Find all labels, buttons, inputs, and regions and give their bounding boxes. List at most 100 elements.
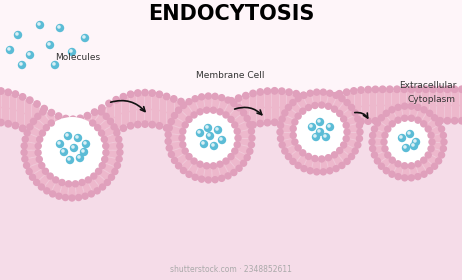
Circle shape <box>236 105 242 111</box>
Circle shape <box>22 136 28 142</box>
Circle shape <box>232 122 238 128</box>
Circle shape <box>315 125 321 132</box>
Circle shape <box>421 171 427 177</box>
Circle shape <box>271 88 278 94</box>
Circle shape <box>51 62 59 69</box>
Circle shape <box>19 94 26 100</box>
Circle shape <box>116 136 122 142</box>
Polygon shape <box>24 112 120 198</box>
Circle shape <box>307 125 314 131</box>
Circle shape <box>48 109 55 116</box>
Circle shape <box>27 129 33 135</box>
Circle shape <box>170 127 177 134</box>
Circle shape <box>257 89 263 95</box>
Circle shape <box>112 169 118 174</box>
Text: Membrane Cell: Membrane Cell <box>196 71 264 80</box>
Circle shape <box>171 113 177 118</box>
Circle shape <box>337 111 343 116</box>
Circle shape <box>214 134 220 141</box>
Circle shape <box>142 121 148 127</box>
Circle shape <box>327 90 333 96</box>
Circle shape <box>212 144 214 146</box>
Circle shape <box>219 95 225 101</box>
Circle shape <box>228 116 234 122</box>
Circle shape <box>16 33 18 35</box>
Circle shape <box>6 46 13 53</box>
Circle shape <box>204 163 210 169</box>
Circle shape <box>408 103 414 109</box>
Text: shutterstock.com · 2348852611: shutterstock.com · 2348852611 <box>170 265 292 274</box>
Circle shape <box>370 132 376 138</box>
Circle shape <box>344 100 350 106</box>
Circle shape <box>103 150 109 156</box>
Polygon shape <box>206 100 214 136</box>
Circle shape <box>365 87 371 93</box>
Circle shape <box>307 90 313 96</box>
Circle shape <box>444 86 450 92</box>
Circle shape <box>290 126 296 132</box>
Circle shape <box>421 121 427 127</box>
Circle shape <box>231 170 237 176</box>
Circle shape <box>22 156 28 162</box>
Circle shape <box>295 145 301 151</box>
Circle shape <box>99 163 105 169</box>
Circle shape <box>77 147 84 153</box>
Circle shape <box>40 109 46 115</box>
Circle shape <box>300 92 307 99</box>
Circle shape <box>407 130 413 137</box>
Circle shape <box>38 184 44 190</box>
Circle shape <box>358 118 364 125</box>
Circle shape <box>315 94 321 101</box>
Circle shape <box>101 136 107 142</box>
Circle shape <box>142 89 148 96</box>
Circle shape <box>72 146 74 148</box>
Text: Extracellular: Extracellular <box>399 81 456 90</box>
Circle shape <box>404 146 406 148</box>
Circle shape <box>401 118 407 124</box>
Circle shape <box>387 86 393 92</box>
Circle shape <box>98 109 104 115</box>
Circle shape <box>279 88 285 94</box>
Circle shape <box>120 94 127 100</box>
Circle shape <box>451 118 458 124</box>
Circle shape <box>198 131 200 133</box>
Circle shape <box>234 142 240 148</box>
Circle shape <box>257 120 263 127</box>
Circle shape <box>339 95 345 102</box>
Circle shape <box>415 174 421 180</box>
Circle shape <box>98 130 104 136</box>
Circle shape <box>247 148 253 154</box>
Circle shape <box>394 118 400 124</box>
Circle shape <box>166 125 172 131</box>
Circle shape <box>103 143 109 149</box>
Polygon shape <box>0 119 462 280</box>
Circle shape <box>264 120 271 126</box>
Circle shape <box>271 119 278 125</box>
Circle shape <box>352 110 358 116</box>
Circle shape <box>77 115 84 122</box>
Circle shape <box>84 142 86 144</box>
Circle shape <box>336 122 343 129</box>
Circle shape <box>307 168 313 174</box>
Circle shape <box>68 48 75 55</box>
Circle shape <box>113 128 119 134</box>
Circle shape <box>428 132 434 138</box>
Circle shape <box>402 144 409 151</box>
Circle shape <box>192 96 198 102</box>
Circle shape <box>250 122 256 128</box>
Circle shape <box>279 142 285 148</box>
Circle shape <box>115 162 121 169</box>
Text: Molecules: Molecules <box>55 53 100 62</box>
Circle shape <box>205 125 212 132</box>
Circle shape <box>94 188 100 194</box>
Circle shape <box>117 143 123 149</box>
Circle shape <box>55 144 62 151</box>
Circle shape <box>247 122 253 128</box>
Circle shape <box>243 92 249 99</box>
Circle shape <box>24 130 30 136</box>
Circle shape <box>336 90 343 97</box>
Circle shape <box>34 132 40 139</box>
Circle shape <box>282 110 288 116</box>
Circle shape <box>241 160 247 166</box>
Circle shape <box>357 129 363 135</box>
